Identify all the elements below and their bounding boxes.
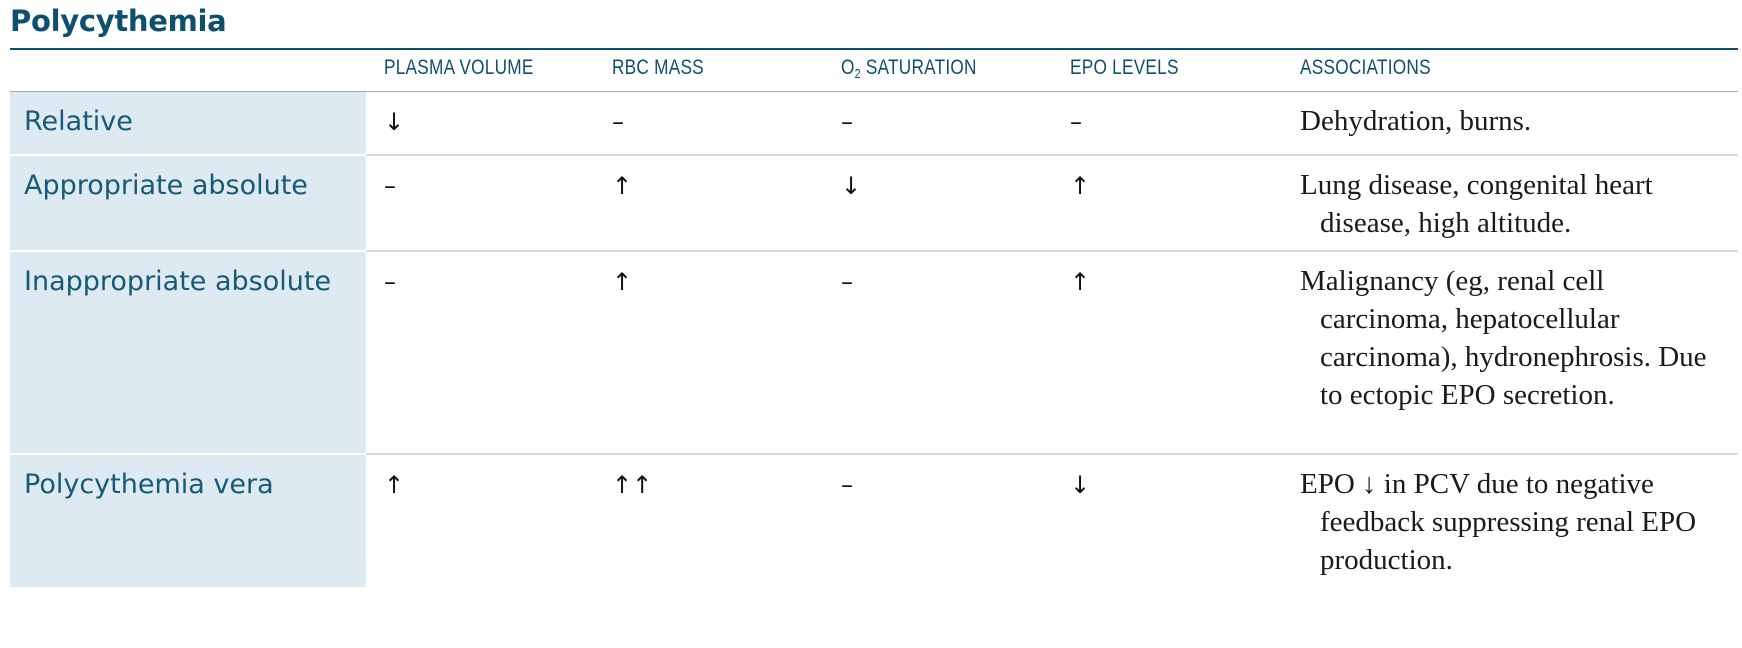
epo-levels-cell: ↓ — [1070, 471, 1091, 499]
associations-cell: Malignancy (eg, renal cell carcinoma, he… — [1282, 251, 1738, 455]
polycythemia-table: PLASMA VOLUME RBC MASS O2 SATURATION EPO… — [10, 50, 1738, 587]
plasma-volume-cell: – — [366, 155, 594, 252]
plasma-volume-cell: ↑ — [384, 471, 405, 499]
associations-cell: Dehydration, burns. — [1282, 91, 1738, 156]
table-row: Polycythemia vera ↑ ↑↑ – ↓ EPO ↓ in PCV … — [10, 454, 1738, 587]
associations-cell: EPO ↓ in PCV due to negative feedback su… — [1300, 468, 1697, 576]
associations-cell: Lung disease, congenital heart disease, … — [1282, 155, 1738, 252]
header-plasma-volume: PLASMA VOLUME — [366, 50, 594, 92]
header-empty — [10, 50, 366, 92]
epo-levels-cell: ↑ — [1052, 251, 1282, 455]
row-label: Polycythemia vera — [10, 454, 366, 587]
row-label: Relative — [10, 91, 366, 156]
rbc-mass-cell: ↑ — [594, 155, 823, 252]
header-rbc-mass: RBC MASS — [594, 50, 823, 92]
header-o2-saturation: O2 SATURATION — [823, 50, 1052, 92]
rbc-mass-cell: ↑ — [594, 251, 823, 455]
header-epo-levels: EPO LEVELS — [1052, 50, 1282, 92]
rbc-mass-cell: – — [594, 91, 823, 156]
o2-saturation-cell: – — [823, 91, 1052, 156]
page-title: Polycythemia — [10, 4, 227, 38]
header-row: PLASMA VOLUME RBC MASS O2 SATURATION EPO… — [10, 50, 1738, 92]
table-row: Inappropriate absolute – ↑ – ↑ Malignanc… — [10, 251, 1738, 455]
plasma-volume-cell: – — [366, 251, 594, 455]
rbc-mass-cell: ↑↑ — [612, 471, 653, 499]
epo-levels-cell: ↑ — [1052, 155, 1282, 252]
o2-saturation-cell: – — [823, 251, 1052, 455]
table-row: Relative ↓ – – – Dehydration, burns. — [10, 91, 1738, 156]
title-divider — [10, 48, 1738, 50]
header-associations: ASSOCIATIONS — [1282, 50, 1738, 92]
epo-levels-cell: – — [1052, 91, 1282, 156]
table-row: Appropriate absolute – ↑ ↓ ↑ Lung diseas… — [10, 155, 1738, 252]
row-label: Appropriate absolute — [10, 155, 366, 252]
row-label: Inappropriate absolute — [10, 251, 366, 455]
plasma-volume-cell: ↓ — [366, 91, 594, 156]
o2-saturation-cell: ↓ — [823, 155, 1052, 252]
o2-saturation-cell: – — [841, 471, 853, 499]
